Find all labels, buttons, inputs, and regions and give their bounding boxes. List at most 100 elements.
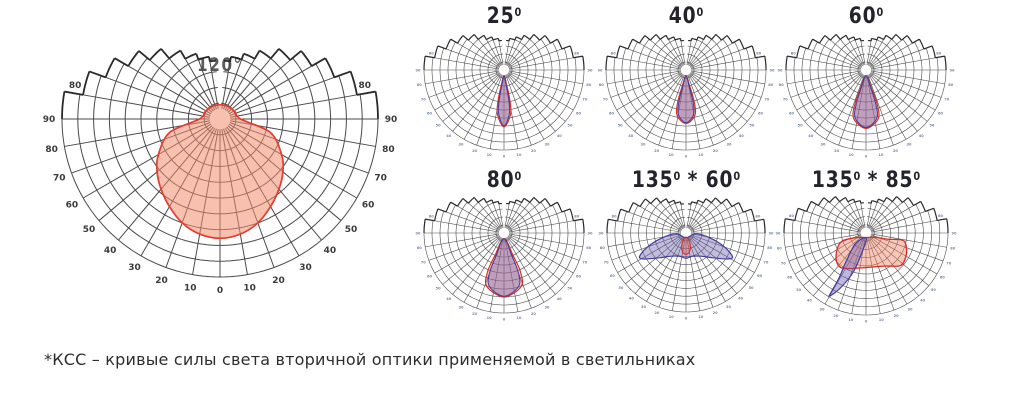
angle-tick-label: 80: [574, 52, 580, 56]
angle-tick-label: 80: [586, 83, 592, 87]
kss-80-blue: [487, 238, 521, 297]
angle-tick-label: 50: [796, 288, 802, 292]
angle-tick-label: 40: [628, 134, 634, 138]
angle-tick-label: 10: [516, 316, 522, 320]
angle-tick-label: 10: [698, 315, 704, 319]
angle-tick-label: 40: [324, 246, 337, 256]
angle-tick-label: 80: [789, 214, 795, 218]
angle-tick-label: 80: [69, 81, 82, 91]
angle-tick-label: 30: [641, 305, 647, 309]
angle-tick-label: 40: [738, 296, 744, 300]
angle-tick-label: 50: [345, 225, 358, 235]
angle-tick-label: 20: [472, 149, 478, 153]
angle-tick-label: 10: [516, 153, 522, 157]
angle-tick-label: 80: [756, 52, 762, 56]
angle-tick-label: 70: [421, 261, 427, 265]
angle-tick-label: 50: [436, 287, 442, 291]
angle-tick-label: 20: [272, 276, 285, 286]
angle-tick-label: 40: [920, 299, 926, 303]
angle-tick-label: 50: [618, 286, 624, 290]
angle-tick-label: 0: [503, 317, 506, 321]
angle-tick-label: 40: [446, 134, 452, 138]
kss-40-blue: [677, 75, 695, 124]
angle-tick-label: 30: [458, 306, 464, 310]
angle-tick-label: 30: [907, 308, 913, 312]
angle-tick-label: 70: [763, 260, 769, 264]
kss-135x85-blue-tilted: [828, 237, 868, 297]
kss-135x85-red-wide: [835, 236, 908, 270]
kss-135x60-blue-batwing: [638, 233, 734, 260]
grid-crown-steps: [785, 34, 947, 71]
polar-grid-svg-25: 0 10 10 20 20 30 30 40 40 50 50 60 60 70 70 80 80 90 90 80 8…: [415, 34, 593, 158]
chart-title-40: 400: [668, 4, 704, 29]
angle-tick-label: 10: [878, 153, 884, 157]
angle-tick-label: 60: [940, 275, 946, 279]
angle-tick-label: 50: [798, 124, 804, 128]
angle-tick-label: 70: [374, 174, 387, 184]
polar-grid-svg-80: 0 10 10 20 20 30 30 40 40 50 50 60 60 70 70 80 80 90 90 80 8…: [415, 197, 593, 321]
angle-tick-label: 60: [789, 111, 795, 115]
lamp-center-hole: [860, 227, 872, 239]
angle-tick-label: 80: [417, 246, 423, 250]
angle-tick-label: 80: [938, 214, 944, 218]
angle-tick-label: 30: [726, 143, 732, 147]
angle-tick-label: 60: [938, 111, 944, 115]
angle-tick-label: 80: [599, 83, 605, 87]
angle-tick-label: 70: [53, 174, 66, 184]
angle-tick-label: 60: [427, 274, 433, 278]
grid-crown-steps: [606, 197, 766, 234]
angle-tick-label: 30: [299, 263, 312, 273]
lamp-center-hole: [498, 227, 510, 239]
angle-tick-label: 60: [758, 111, 764, 115]
angle-tick-label: 70: [604, 260, 610, 264]
angle-tick-label: 90: [949, 68, 955, 72]
chart-title-135x85: 1350 * 850: [811, 168, 921, 193]
angle-tick-label: 30: [544, 306, 550, 310]
angle-tick-label: 10: [669, 315, 675, 319]
angle-tick-label: 40: [919, 134, 925, 138]
angle-tick-label: 70: [783, 98, 789, 102]
angle-tick-label: 20: [531, 312, 537, 316]
angle-tick-label: 70: [764, 98, 770, 102]
kss-25-blue: [497, 75, 511, 127]
angle-tick-label: 90: [587, 231, 593, 235]
angle-tick-label: 0: [503, 154, 506, 158]
angle-tick-label: 10: [879, 318, 885, 322]
angle-tick-label: 80: [948, 83, 954, 87]
grid-crown-steps: [423, 34, 585, 71]
angle-tick-label: 30: [819, 308, 825, 312]
angle-tick-label: 60: [66, 201, 79, 211]
angle-tick-label: 90: [587, 68, 593, 72]
angle-tick-label: 0: [865, 154, 868, 158]
grid-crown-steps: [423, 197, 585, 234]
angle-tick-label: 70: [582, 98, 588, 102]
angle-tick-label: 10: [243, 284, 256, 294]
angle-tick-label: 60: [610, 274, 616, 278]
angle-tick-label: 40: [557, 297, 563, 301]
chart-title-25: 250: [486, 4, 522, 29]
angle-tick-label: 40: [808, 134, 814, 138]
angle-tick-label: 60: [576, 111, 582, 115]
angle-tick-label: 50: [929, 124, 935, 128]
angle-tick-label: 50: [618, 124, 624, 128]
lamp-center-hole: [680, 64, 692, 76]
angle-tick-label: 80: [611, 52, 617, 56]
angle-tick-label: 70: [582, 261, 588, 265]
angle-tick-label: 80: [586, 246, 592, 250]
angle-tick-label: 0: [217, 286, 223, 296]
angle-tick-label: 70: [944, 98, 950, 102]
angle-tick-label: 30: [458, 143, 464, 147]
angle-tick-label: 80: [777, 247, 783, 251]
angle-tick-label: 90: [597, 68, 603, 72]
angle-tick-label: 40: [446, 297, 452, 301]
grid-crown-steps: [783, 196, 949, 234]
angle-tick-label: 30: [906, 143, 912, 147]
angle-tick-label: 20: [654, 149, 660, 153]
angle-tick-label: 20: [155, 276, 168, 286]
angle-tick-label: 80: [429, 52, 435, 56]
angle-tick-label: 10: [848, 318, 854, 322]
angle-tick-label: 80: [612, 215, 618, 219]
angle-tick-label: 10: [487, 153, 493, 157]
angle-tick-label: 50: [567, 124, 573, 128]
